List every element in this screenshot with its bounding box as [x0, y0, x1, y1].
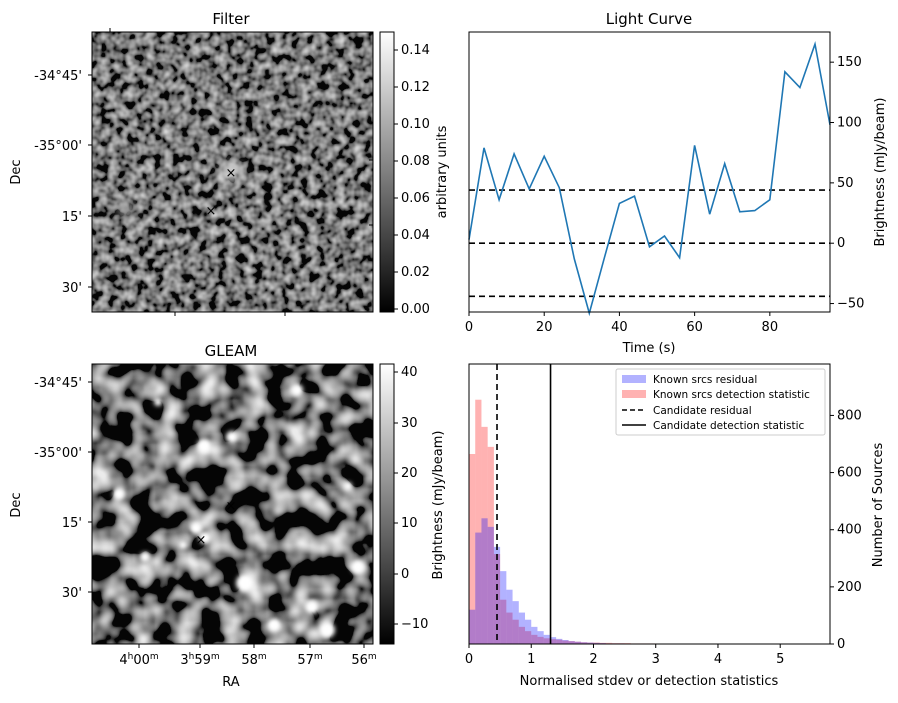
histogram-bar: [506, 590, 512, 644]
y-tick-label: 100: [837, 116, 862, 131]
candidate-marker-gleam: ×: [226, 499, 237, 514]
x-tick-label: 4: [714, 652, 722, 667]
histogram-bar: [469, 610, 475, 644]
filter-panel: Filter × × -34°45' -35°00' 15' 30' D: [9, 10, 450, 317]
gleam-xlabel: RA: [222, 675, 240, 690]
ra-tick-label: 4h00m: [119, 652, 158, 668]
dec-tick-label: 15': [62, 210, 82, 225]
colorbar-tick-label: 0.14: [401, 43, 430, 58]
histogram-bar: [556, 639, 562, 644]
filter-colorbar: 0.14 0.12 0.10 0.08 0.06 0.04 0.02 0.00 arbitra…: [380, 32, 450, 317]
histogram-panel: 0 1 2 3 4 5 0 200 400 600 800 Normalised stdev or …: [431, 364, 886, 689]
y-tick-label: 800: [837, 408, 862, 423]
histogram-bar: [513, 601, 519, 644]
legend-label: Known srcs residual: [653, 374, 757, 386]
gleam-dec-ticks: -34°45' -35°00' 15' 30': [34, 376, 92, 601]
filter-title: Filter: [212, 10, 250, 28]
legend-label: Candidate detection statistic: [653, 420, 805, 432]
y-tick-label: 50: [837, 176, 854, 191]
colorbar-tick-label: 0.04: [401, 228, 430, 243]
histogram-bar: [519, 613, 525, 644]
y-tick-label: 0: [837, 637, 845, 652]
colorbar-tick-label: 0.06: [401, 191, 430, 206]
y-tick-label: 150: [837, 55, 862, 70]
histogram-bar: [500, 571, 506, 644]
lightcurve-line: [469, 44, 830, 313]
x-tick-label: 60: [686, 320, 703, 335]
y-tick-label: 200: [837, 580, 862, 595]
y-tick-label: 400: [837, 523, 862, 538]
ra-tick-label: 3h59m: [180, 652, 219, 668]
histogram-xlabel: Normalised stdev or detection statistics: [520, 674, 779, 689]
legend-swatch-detection: [622, 390, 646, 398]
x-tick-label: 0: [465, 652, 473, 667]
colorbar-tick-label: 10: [401, 516, 418, 531]
colorbar-tick-label: 20: [401, 466, 418, 481]
histogram-right-ylabel: Number of Sources: [871, 443, 886, 568]
lightcurve-panel: Light Curve 0 20 40 60 80 −50 0 50 100 150 Time (…: [465, 10, 888, 356]
x-tick-label: 80: [762, 320, 779, 335]
x-tick-label: 40: [611, 320, 628, 335]
histogram-bar: [481, 518, 487, 644]
lightcurve-ylabel: Brightness (mJy/beam): [873, 98, 888, 247]
dec-tick-label: 30': [62, 586, 82, 601]
x-tick-label: 5: [776, 652, 784, 667]
dec-tick-label: -35°00': [34, 139, 82, 154]
y-tick-label: −50: [837, 297, 864, 312]
x-tick-label: 3: [652, 652, 660, 667]
dec-tick-label: 15': [62, 516, 82, 531]
y-tick-label: 0: [837, 236, 845, 251]
ra-tick-label: 56m: [351, 652, 376, 668]
ra-tick-label: 57m: [297, 652, 322, 668]
colorbar-tick-label: 0.10: [401, 117, 430, 132]
colorbar-label: arbitrary units: [435, 125, 450, 218]
ra-tick-label: 58m: [241, 652, 266, 668]
filter-ylabel: Dec: [9, 159, 24, 184]
colorbar-tick-label: 0.08: [401, 154, 430, 169]
histogram-bar: [562, 640, 568, 644]
histogram-legend: Known srcs residual Known srcs detection…: [616, 369, 825, 435]
histogram-bar: [475, 533, 481, 644]
histogram-left-ylabel: Brightness (mJy/beam): [431, 431, 446, 580]
x-tick-label: 1: [527, 652, 535, 667]
reference-marker-gleam: ×: [196, 533, 207, 548]
colorbar-tick-label: −10: [401, 617, 428, 632]
lightcurve-title: Light Curve: [606, 10, 692, 28]
histogram-bar: [525, 620, 531, 644]
colorbar-tick-label: 0: [401, 567, 409, 582]
gleam-ylabel: Dec: [9, 492, 24, 517]
colorbar-tick-label: 30: [401, 416, 418, 431]
candidate-marker-filter: ×: [226, 166, 237, 181]
dec-tick-label: -34°45': [34, 376, 82, 391]
y-tick-label: 600: [837, 466, 862, 481]
dec-tick-label: -35°00': [34, 446, 82, 461]
histogram-bar: [531, 627, 537, 644]
dec-tick-label: -34°45': [34, 69, 82, 84]
lightcurve-xlabel: Time (s): [622, 341, 676, 356]
gleam-colorbar: 40 30 20 10 0 −10: [380, 364, 428, 644]
histogram-bar: [544, 635, 550, 644]
colorbar-tick-label: 40: [401, 365, 418, 380]
reference-marker-filter: ×: [206, 204, 217, 219]
colorbar-tick-label: 0.12: [401, 80, 430, 95]
x-tick-label: 0: [465, 320, 473, 335]
colorbar-tick-label: 0.02: [401, 265, 430, 280]
histogram-bar: [488, 527, 494, 644]
colorbar-tick-label: 0.00: [401, 302, 430, 317]
gleam-title: GLEAM: [205, 342, 258, 360]
gleam-panel: GLEAM × ×: [9, 342, 428, 690]
legend-swatch-residual: [622, 375, 646, 383]
gleam-ra-ticks: 4h00m 3h59m 58m 57m 56m: [119, 644, 376, 668]
legend-label: Known srcs detection statistic: [653, 389, 810, 401]
dec-tick-label: 30': [62, 281, 82, 296]
x-tick-label: 2: [589, 652, 597, 667]
histogram-bar: [537, 631, 543, 644]
legend-label: Candidate residual: [653, 405, 752, 417]
x-tick-label: 20: [536, 320, 553, 335]
